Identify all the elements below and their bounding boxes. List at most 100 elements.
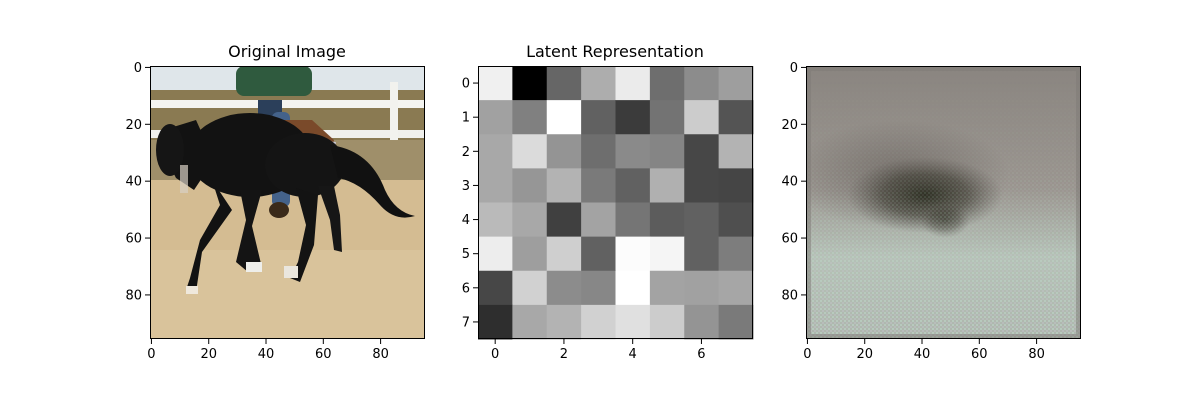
heatmap-cell-0-1 <box>512 66 548 101</box>
original-x-tick-label-60: 60 <box>315 347 332 362</box>
original-image-frame <box>150 66 425 339</box>
heatmap-cell-7-7 <box>718 304 754 340</box>
heatmap-cell-4-5 <box>649 202 685 238</box>
latent-x-tick-label-0: 0 <box>491 347 499 362</box>
latent-heatmap-frame <box>478 66 753 339</box>
latent-y-tick-label-2: 2 <box>462 145 470 160</box>
heatmap-cell-4-3 <box>581 202 616 238</box>
heatmap-cell-0-3 <box>581 66 616 101</box>
original-image-title: Original Image <box>228 42 346 61</box>
heatmap-cell-0-5 <box>649 66 685 101</box>
heatmap-cell-6-4 <box>615 270 651 306</box>
heatmap-cell-2-6 <box>684 134 720 169</box>
reconstruction-y-tick-label-80: 80 <box>781 288 798 303</box>
heatmap-cell-2-2 <box>546 134 582 169</box>
latent-representation-title: Latent Representation <box>526 42 704 61</box>
heatmap-cell-1-2 <box>546 100 582 135</box>
latent-y-tick-label-3: 3 <box>462 179 470 194</box>
heatmap-cell-2-1 <box>512 134 548 169</box>
horse-rider-photo <box>150 66 425 339</box>
latent-y-tick-label-4: 4 <box>462 213 470 228</box>
heatmap-cell-3-0 <box>478 168 513 203</box>
heatmap-cell-1-5 <box>649 100 685 135</box>
heatmap-cell-0-2 <box>546 66 582 101</box>
heatmap-cell-3-1 <box>512 168 548 203</box>
heatmap-cell-3-6 <box>684 168 720 203</box>
latent-x-tick-label-6: 6 <box>697 347 705 362</box>
reconstruction-y-tick-label-60: 60 <box>781 232 798 247</box>
original-image-panel: Original Image <box>125 42 425 362</box>
heatmap-cell-0-0 <box>478 66 513 101</box>
heatmap-cell-5-3 <box>581 236 616 272</box>
reconstruction-x-tick-label-60: 60 <box>971 347 988 362</box>
latent-representation-panel: Latent Representation 0 2 4 6 0 1 2 3 4 5 6 7 <box>462 42 754 362</box>
reconstruction-x-tick-label-80: 80 <box>1028 347 1045 362</box>
heatmap-cell-6-6 <box>684 270 720 306</box>
original-x-tick-label-20: 20 <box>200 347 217 362</box>
heatmap-cell-4-7 <box>718 202 754 238</box>
heatmap-cell-7-6 <box>684 304 720 340</box>
heatmap-cell-2-5 <box>649 134 685 169</box>
heatmap-cell-2-0 <box>478 134 513 169</box>
heatmap-cell-4-0 <box>478 202 513 238</box>
heatmap-cell-5-1 <box>512 236 548 272</box>
heatmap-cell-4-2 <box>546 202 582 238</box>
heatmap-cell-2-3 <box>581 134 616 169</box>
reconstruction-y-tick-label-0: 0 <box>790 61 798 76</box>
latent-y-tick-label-6: 6 <box>462 281 470 296</box>
original-y-tick-label-60: 60 <box>125 232 142 247</box>
reconstructed-image <box>806 66 1081 339</box>
heatmap-cell-1-7 <box>718 100 754 135</box>
reconstruction-frame <box>806 66 1081 339</box>
heatmap-cell-3-4 <box>615 168 651 203</box>
heatmap-cell-7-0 <box>478 304 513 340</box>
heatmap-cell-0-7 <box>718 66 754 101</box>
heatmap-cell-3-3 <box>581 168 616 203</box>
original-y-tick-label-20: 20 <box>125 118 142 133</box>
heatmap-cell-5-2 <box>546 236 582 272</box>
heatmap-cell-6-5 <box>649 270 685 306</box>
heatmap-cell-7-2 <box>546 304 582 340</box>
latent-y-tick-label-1: 1 <box>462 111 470 126</box>
heatmap-cell-5-6 <box>684 236 720 272</box>
original-y-tick-label-80: 80 <box>125 288 142 303</box>
original-y-tick-label-40: 40 <box>125 175 142 190</box>
heatmap-cell-1-6 <box>684 100 720 135</box>
heatmap-cell-0-6 <box>684 66 720 101</box>
heatmap-cell-1-0 <box>478 100 513 135</box>
heatmap-cell-6-7 <box>718 270 754 306</box>
heatmap-cell-1-3 <box>581 100 616 135</box>
heatmap-cell-7-4 <box>615 304 651 340</box>
latent-x-tick-label-2: 2 <box>560 347 568 362</box>
heatmap-cell-3-5 <box>649 168 685 203</box>
heatmap-cell-6-2 <box>546 270 582 306</box>
reconstruction-axes: 0 20 40 60 80 0 20 40 60 80 <box>781 61 1044 362</box>
heatmap-cell-7-5 <box>649 304 685 340</box>
latent-heatmap <box>478 66 754 340</box>
reconstruction-x-tick-label-0: 0 <box>803 347 811 362</box>
latent-y-tick-label-7: 7 <box>462 315 470 330</box>
heatmap-cell-6-3 <box>581 270 616 306</box>
latent-heatmap-axes: 0 2 4 6 0 1 2 3 4 5 6 7 <box>462 77 706 362</box>
heatmap-cell-5-0 <box>478 236 513 272</box>
heatmap-cell-1-1 <box>512 100 548 135</box>
original-x-tick-label-40: 40 <box>258 347 275 362</box>
heatmap-cell-7-3 <box>581 304 616 340</box>
reconstruction-y-tick-label-40: 40 <box>781 175 798 190</box>
heatmap-cell-7-1 <box>512 304 548 340</box>
latent-y-tick-label-0: 0 <box>462 77 470 92</box>
reconstruction-x-tick-label-20: 20 <box>856 347 873 362</box>
heatmap-cell-4-4 <box>615 202 651 238</box>
heatmap-cell-6-1 <box>512 270 548 306</box>
heatmap-cell-6-0 <box>478 270 513 306</box>
reconstruction-y-tick-label-20: 20 <box>781 118 798 133</box>
heatmap-cell-5-7 <box>718 236 754 272</box>
heatmap-cell-5-5 <box>649 236 685 272</box>
latent-x-tick-label-4: 4 <box>629 347 637 362</box>
reconstruction-x-tick-label-40: 40 <box>914 347 931 362</box>
original-x-tick-label-80: 80 <box>372 347 389 362</box>
original-x-tick-label-0: 0 <box>147 347 155 362</box>
heatmap-cell-1-4 <box>615 100 651 135</box>
heatmap-cell-2-4 <box>615 134 651 169</box>
